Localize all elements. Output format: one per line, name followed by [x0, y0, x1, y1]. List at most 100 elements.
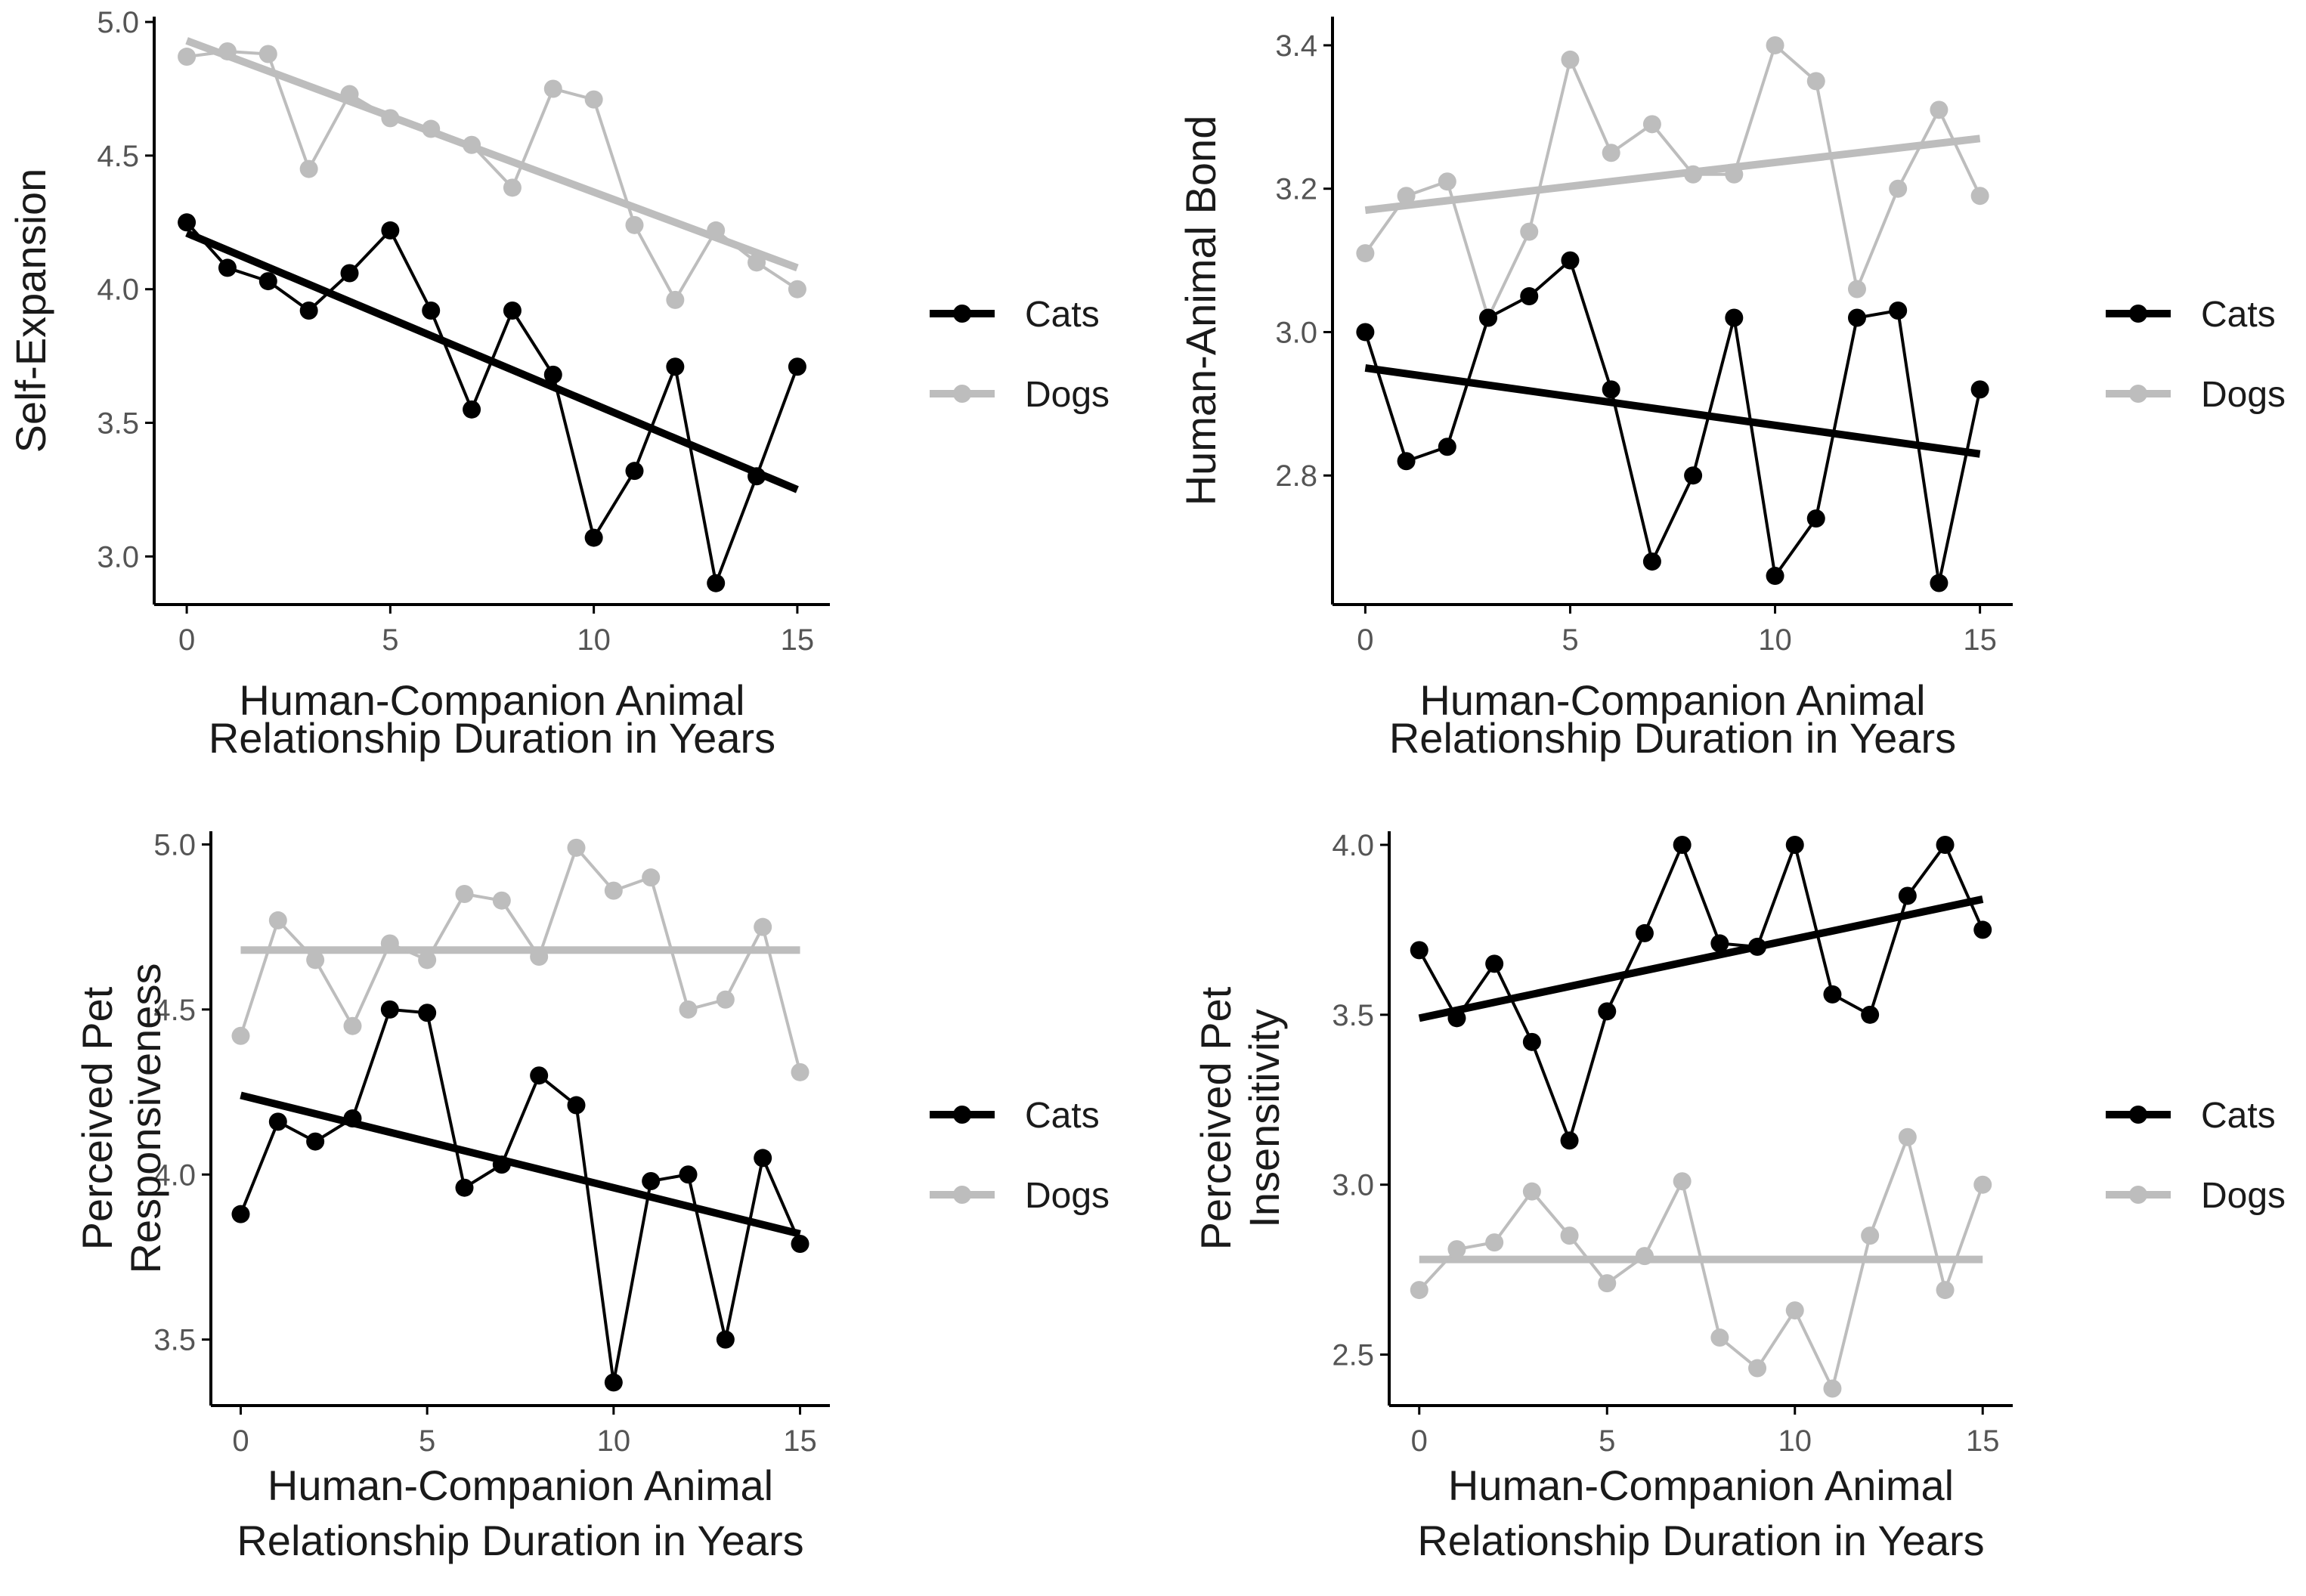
- legend-key-point: [2129, 1186, 2147, 1204]
- cats-data-point: [1485, 954, 1504, 973]
- cats-data-point: [343, 1109, 362, 1127]
- x-axis-title: Human-Companion Animal: [239, 676, 744, 724]
- dogs-data-point: [1520, 222, 1539, 241]
- x-tick-label: 0: [1357, 623, 1373, 657]
- legend-item-dogs: Dogs: [930, 1176, 1110, 1216]
- y-tick-label: 3.0: [97, 540, 139, 574]
- cats-data-point: [716, 1330, 735, 1349]
- y-axis-title: Responsiveness: [122, 963, 169, 1274]
- dogs-data-point: [1748, 1359, 1767, 1378]
- x-tick-label: 15: [1966, 1424, 2000, 1458]
- dogs-data-point: [218, 42, 237, 60]
- dogs-series-line: [239, 846, 802, 1073]
- y-axis-title: Perceived Pet: [73, 986, 121, 1250]
- legend-label: Dogs: [1025, 1176, 1110, 1216]
- dogs-trend-line: [185, 37, 799, 272]
- dogs-trend-line: [1364, 135, 1981, 215]
- dogs-data-point: [343, 1016, 362, 1035]
- dogs-data-point: [1522, 1182, 1541, 1201]
- y-tick-label: 3.0: [1332, 1169, 1374, 1202]
- y-axis-title: Self-Expansion: [7, 169, 54, 453]
- cats-data-point: [178, 213, 197, 232]
- cats-data-point: [492, 1155, 511, 1174]
- cats-data-point: [1823, 985, 1842, 1004]
- legend-label: Cats: [2201, 295, 2276, 335]
- x-tick-label: 0: [1411, 1424, 1428, 1458]
- cats-data-point: [463, 400, 481, 419]
- x-axis-title: Relationship Duration in Years: [209, 714, 775, 762]
- dogs-data-point: [340, 85, 359, 104]
- cats-data-point: [625, 462, 644, 481]
- dogs-data-point: [584, 90, 603, 109]
- legend-key-point: [2129, 305, 2147, 323]
- legend-item-dogs: Dogs: [2106, 375, 2286, 415]
- dogs-data-point: [1936, 1281, 1955, 1300]
- dogs-data-point: [1684, 165, 1703, 184]
- dogs-data-point: [567, 838, 586, 857]
- dogs-series-line: [1363, 43, 1982, 320]
- cats-data-point: [679, 1165, 698, 1184]
- legend-label: Dogs: [2201, 375, 2286, 415]
- cats-data-point: [1889, 302, 1908, 320]
- cats-data-point: [1785, 835, 1804, 854]
- dogs-data-point: [231, 1026, 250, 1045]
- dogs-data-point: [258, 45, 277, 63]
- y-tick-label: 3.5: [97, 407, 139, 441]
- cats-data-point: [503, 302, 522, 320]
- legend-key-point: [953, 385, 971, 403]
- x-axis-title: Relationship Duration in Years: [1389, 714, 1956, 762]
- y-axis-title: Perceived Pet: [1192, 986, 1240, 1250]
- cats-data-point: [1806, 509, 1825, 528]
- legend-label: Cats: [1025, 1096, 1100, 1136]
- dogs-data-point: [380, 934, 399, 953]
- cats-data-point: [604, 1373, 623, 1392]
- dogs-data-point: [754, 917, 772, 936]
- y-tick-label: 4.5: [153, 994, 196, 1027]
- x-tick-label: 10: [1758, 623, 1792, 657]
- dogs-data-point: [1673, 1172, 1692, 1191]
- dogs-series-line: [186, 49, 799, 302]
- dogs-data-point: [1861, 1226, 1880, 1245]
- cats-data-point: [418, 1004, 437, 1022]
- x-axis-title: Relationship Duration in Years: [237, 1517, 803, 1564]
- cats-data-point: [1642, 552, 1661, 571]
- dogs-data-point: [788, 280, 806, 298]
- y-tick-label: 3.5: [1332, 999, 1374, 1032]
- cats-data-point: [1602, 380, 1620, 399]
- cats-data-point: [788, 357, 806, 376]
- chart-panel-4: 2.5 3.0 3.5 4.0 0 5 10 15 Human-Companion Animal…: [1192, 829, 2286, 1564]
- cats-data-point: [530, 1066, 549, 1085]
- cats-data-point: [1847, 308, 1866, 327]
- dogs-data-point: [1785, 1301, 1804, 1320]
- dogs-data-point: [625, 215, 644, 234]
- y-tick-label: 4.0: [97, 274, 139, 307]
- dogs-data-point: [306, 951, 325, 970]
- cats-data-point: [306, 1132, 325, 1151]
- cats-series-line: [239, 1007, 802, 1384]
- cats-data-point: [543, 365, 562, 384]
- dogs-data-point: [503, 178, 522, 197]
- legend-key-point: [2129, 1106, 2147, 1124]
- cats-data-point: [1410, 941, 1428, 960]
- dogs-data-point: [679, 1000, 698, 1019]
- dogs-data-point: [1560, 1226, 1579, 1245]
- cats-data-point: [1930, 574, 1948, 592]
- x-tick-label: 5: [419, 1424, 435, 1458]
- dogs-data-point: [748, 253, 766, 272]
- cats-data-point: [1748, 937, 1767, 956]
- cats-data-point: [642, 1171, 661, 1190]
- cats-data-point: [584, 528, 603, 547]
- dogs-data-point: [1823, 1379, 1842, 1398]
- dogs-data-point: [1806, 72, 1825, 91]
- cats-trend-line: [1418, 895, 1984, 1022]
- dogs-data-point: [707, 221, 726, 240]
- legend-key-point: [953, 1186, 971, 1204]
- chart-panel-3: 3.5 4.0 4.5 5.0 0 5 10 15 Human-Companion Animal…: [73, 828, 1110, 1564]
- cats-data-point: [666, 357, 685, 376]
- cats-data-point: [1447, 1009, 1466, 1028]
- cats-data-point: [1725, 308, 1744, 327]
- cats-series-line: [1418, 843, 1985, 1143]
- x-axis-title: Human-Companion Animal: [1419, 676, 1925, 724]
- legend-item-cats: Cats: [2106, 1096, 2276, 1136]
